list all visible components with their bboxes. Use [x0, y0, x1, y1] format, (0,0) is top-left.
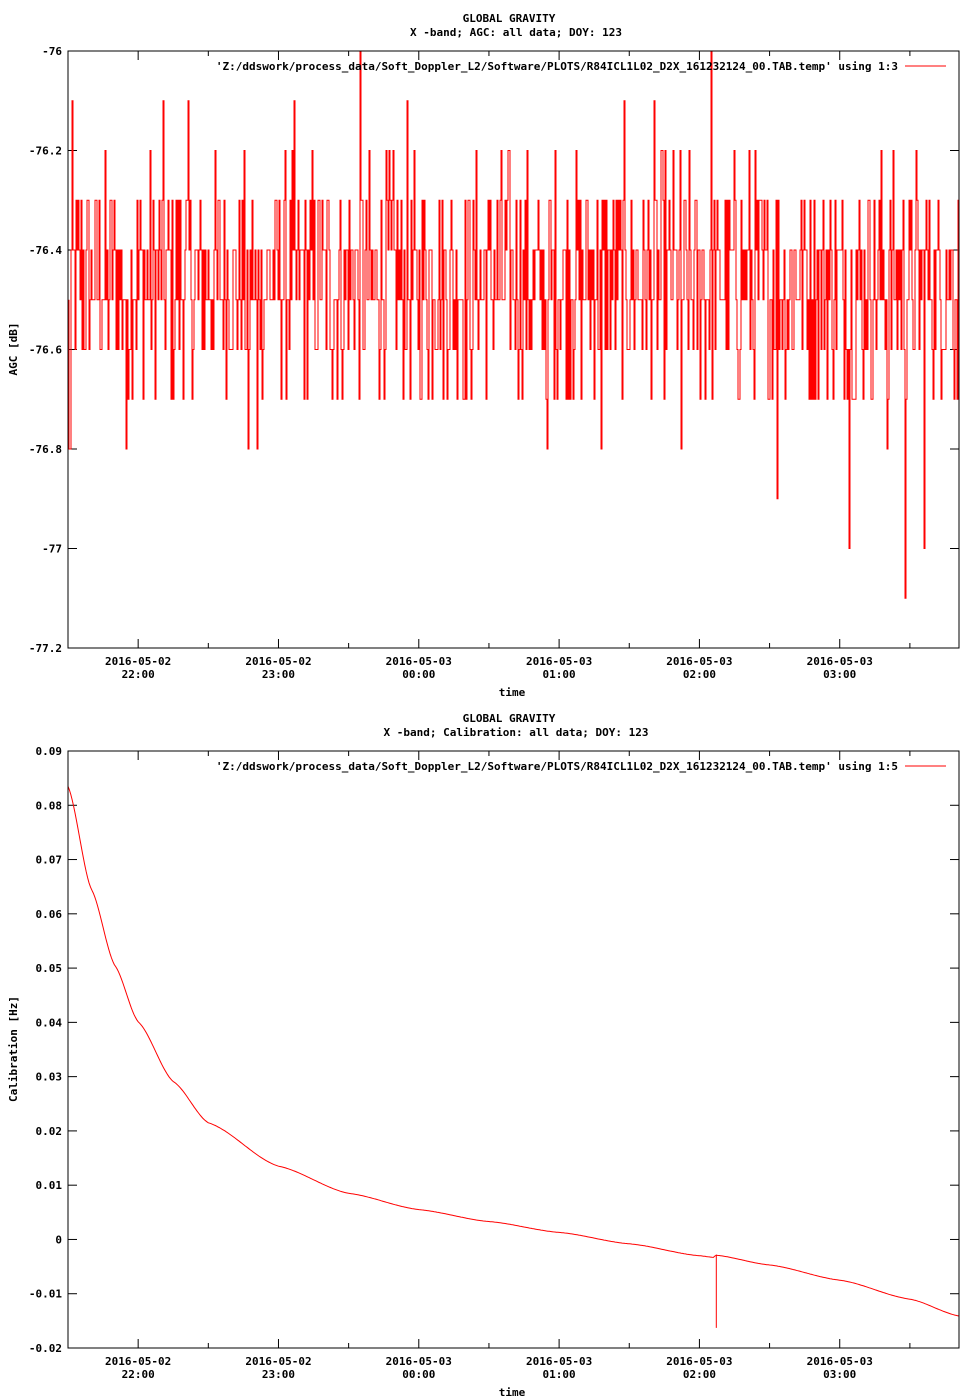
calibration-axes: 0.09 0.08 0.07 0.06 0.05 0.04 0.03 0.02 0.01 0 -0.…	[29, 745, 959, 1381]
x-tick-date-label: 2016-05-03	[666, 1355, 732, 1368]
y-tick-label: 0.02	[36, 1125, 63, 1138]
calibration-series-path	[67, 786, 960, 1328]
y-tick-label: -0.01	[29, 1288, 62, 1301]
x-tick-date-label: 2016-05-02	[245, 1355, 311, 1368]
y-tick-label: 0	[55, 1233, 62, 1246]
calibration-x-axis-label: time	[499, 1386, 526, 1399]
x-tick-time-label: 22:00	[122, 1368, 155, 1381]
y-tick-label: 0.06	[36, 908, 63, 921]
x-tick-date-label: 2016-05-02	[105, 655, 171, 668]
y-tick-label: 0.08	[36, 799, 63, 812]
x-tick-date-label: 2016-05-03	[807, 655, 873, 668]
calibration-chart: GLOBAL GRAVITY X -band; Calibration: all…	[7, 712, 960, 1399]
x-tick-time-label: 00:00	[402, 668, 435, 681]
calibration-series-line	[67, 786, 960, 1328]
agc-plot-frame	[67, 50, 960, 649]
x-tick-date-label: 2016-05-03	[386, 655, 452, 668]
calibration-plot-frame	[67, 750, 960, 1349]
x-tick-time-label: 03:00	[823, 668, 856, 681]
x-tick-date-label: 2016-05-03	[807, 1355, 873, 1368]
calibration-chart-subtitle: X -band; Calibration: all data; DOY: 123	[384, 726, 649, 739]
x-tick-date-label: 2016-05-02	[105, 1355, 171, 1368]
agc-chart-title: GLOBAL GRAVITY	[463, 12, 556, 25]
agc-series-line	[68, 50, 959, 599]
y-tick-label: -76	[42, 45, 62, 58]
x-tick-time-label: 23:00	[262, 1368, 295, 1381]
agc-legend: 'Z:/ddswork/process_data/Soft_Doppler_L2…	[216, 60, 946, 73]
y-tick-label: 0.09	[36, 745, 63, 758]
x-tick-time-label: 23:00	[262, 668, 295, 681]
calibration-legend-label: 'Z:/ddswork/process_data/Soft_Doppler_L2…	[216, 760, 898, 773]
x-tick-time-label: 22:00	[122, 668, 155, 681]
y-tick-label: 0.05	[36, 962, 63, 975]
agc-legend-label: 'Z:/ddswork/process_data/Soft_Doppler_L2…	[216, 60, 898, 73]
calibration-legend: 'Z:/ddswork/process_data/Soft_Doppler_L2…	[216, 760, 946, 773]
y-tick-label: -77.2	[29, 642, 62, 655]
agc-x-axis-label: time	[499, 686, 526, 699]
y-tick-label: -76.6	[29, 344, 62, 357]
y-tick-label: 0.07	[36, 854, 63, 867]
y-tick-label: 0.03	[36, 1071, 63, 1084]
x-tick-time-label: 03:00	[823, 1368, 856, 1381]
agc-y-axis-label: AGC [dB]	[7, 323, 20, 376]
y-tick-label: 0.04	[36, 1016, 63, 1029]
x-tick-date-label: 2016-05-03	[386, 1355, 452, 1368]
calibration-y-axis-label: Calibration [Hz]	[7, 996, 20, 1102]
x-tick-time-label: 01:00	[543, 1368, 576, 1381]
y-tick-label: -76.2	[29, 145, 62, 158]
y-tick-label: -77	[42, 543, 62, 556]
x-tick-time-label: 02:00	[683, 668, 716, 681]
calibration-chart-title: GLOBAL GRAVITY	[463, 712, 556, 725]
x-tick-date-label: 2016-05-02	[245, 655, 311, 668]
y-tick-label: -76.8	[29, 443, 62, 456]
x-tick-time-label: 00:00	[402, 1368, 435, 1381]
x-tick-date-label: 2016-05-03	[526, 655, 592, 668]
y-tick-label: 0.01	[36, 1179, 63, 1192]
x-tick-date-label: 2016-05-03	[526, 1355, 592, 1368]
x-tick-time-label: 01:00	[543, 668, 576, 681]
x-tick-date-label: 2016-05-03	[666, 655, 732, 668]
y-tick-label: -0.02	[29, 1342, 62, 1355]
agc-chart-subtitle: X -band; AGC: all data; DOY: 123	[410, 26, 622, 39]
y-tick-label: -76.4	[29, 244, 62, 257]
x-tick-time-label: 02:00	[683, 1368, 716, 1381]
agc-series-path	[68, 50, 959, 599]
agc-chart: GLOBAL GRAVITY X -band; AGC: all data; D…	[7, 12, 960, 699]
